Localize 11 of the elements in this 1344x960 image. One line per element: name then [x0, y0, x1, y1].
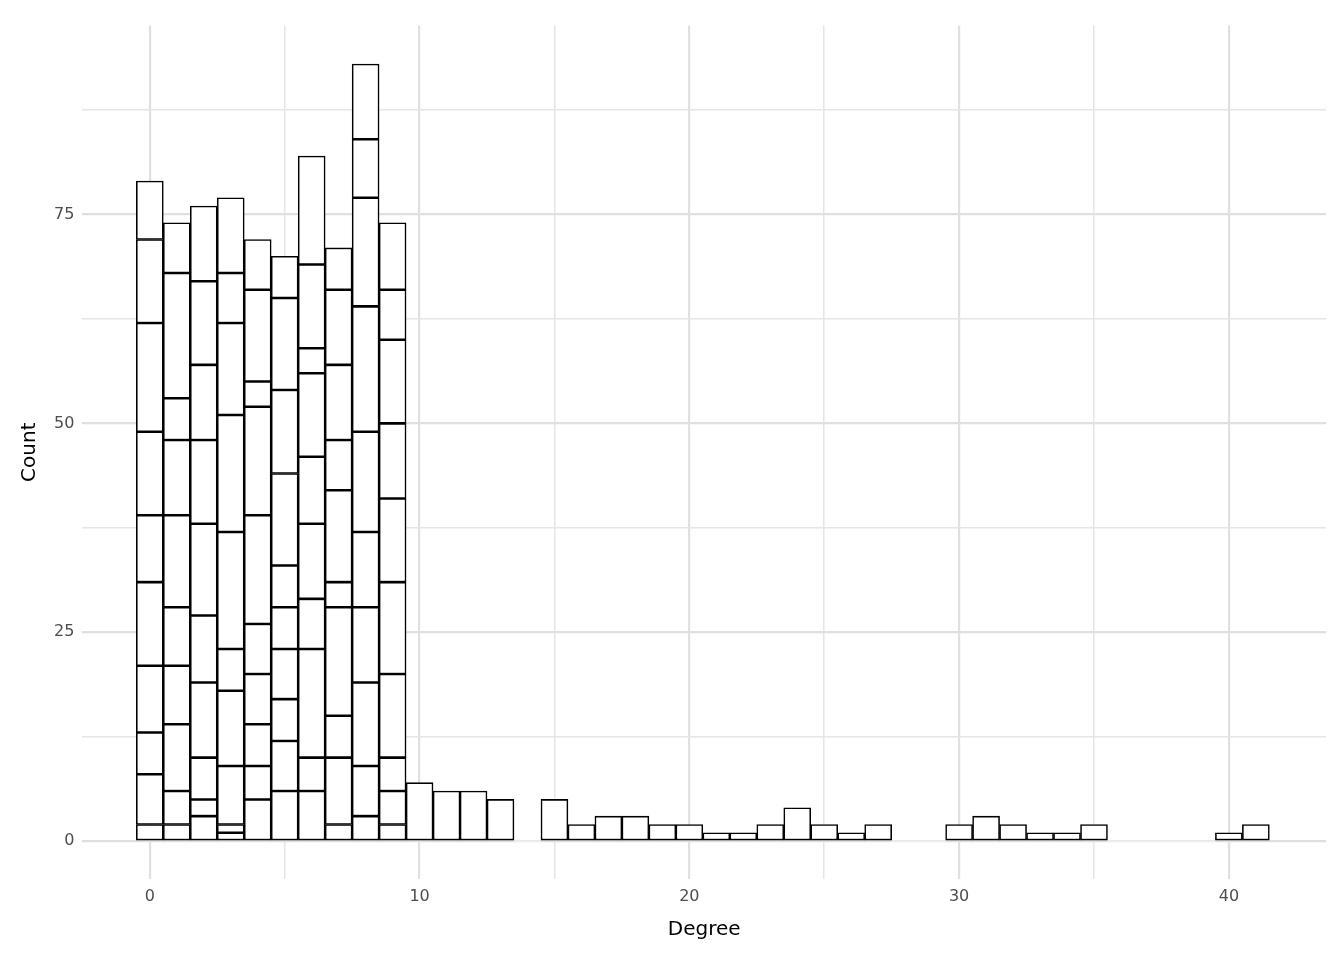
x-tick-label: 0	[144, 885, 155, 905]
x-axis-title: Degree	[667, 916, 741, 941]
x-tick-label: 30	[948, 885, 970, 905]
y-axis-title: Count	[16, 422, 41, 482]
y-tick-label: 0	[64, 830, 75, 850]
y-tick-label: 50	[54, 412, 75, 432]
x-tick-label: 40	[1218, 885, 1240, 905]
y-tick-label: 25	[54, 621, 75, 641]
x-tick-label: 10	[409, 885, 430, 905]
y-tick-label: 75	[54, 203, 75, 223]
x-tick-label: 20	[679, 885, 700, 905]
